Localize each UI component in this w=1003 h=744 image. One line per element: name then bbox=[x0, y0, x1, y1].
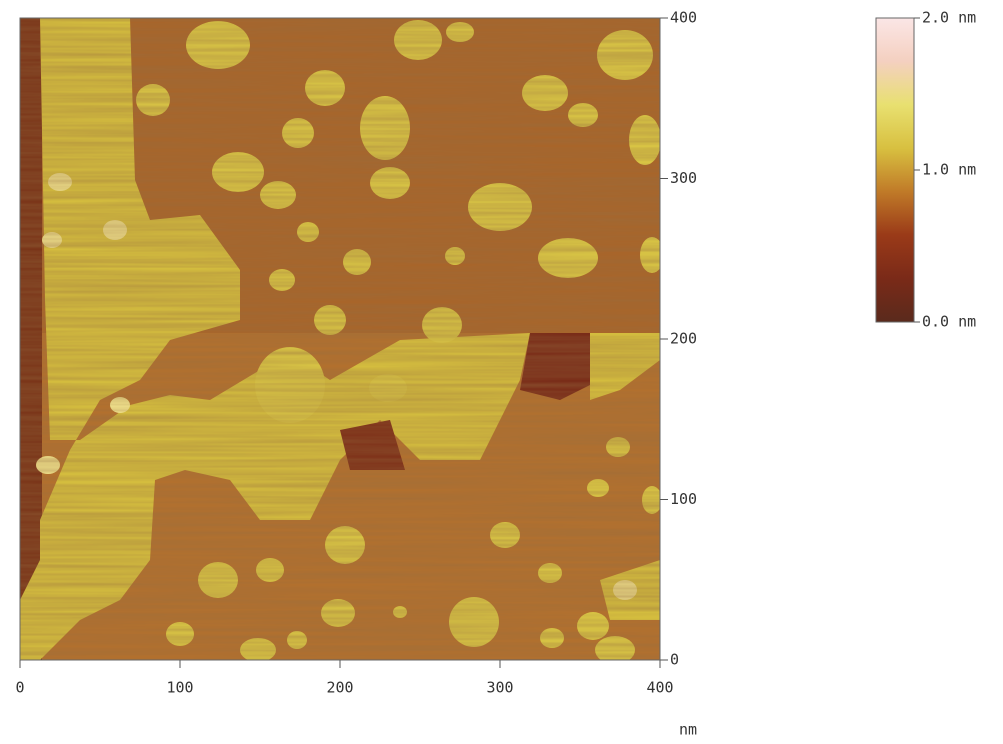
x-axis-label: nm bbox=[679, 721, 697, 739]
colorbar-tick-label: 0.0 nm bbox=[922, 313, 976, 331]
colorbar-tick-label: 2.0 nm bbox=[922, 9, 976, 27]
chart: nm 0 100 200 300 400 0 100 200 300 400 0.0 nm 1.0 n… bbox=[0, 0, 1003, 740]
y-tick-label: 400 bbox=[670, 9, 697, 27]
colorbar-tick-label: 1.0 nm bbox=[922, 161, 976, 179]
x-tick-label: 100 bbox=[166, 679, 193, 697]
x-tick-label: 0 bbox=[15, 679, 24, 697]
y-tick-label: 300 bbox=[670, 169, 697, 187]
colorbar bbox=[876, 18, 914, 322]
x-tick-label: 200 bbox=[326, 679, 353, 697]
y-tick-label: 0 bbox=[670, 651, 679, 669]
x-tick-label: 300 bbox=[486, 679, 513, 697]
y-tick-label: 200 bbox=[670, 330, 697, 348]
afm-image bbox=[20, 18, 664, 664]
y-tick-label: 100 bbox=[670, 490, 697, 508]
x-tick-label: 400 bbox=[646, 679, 673, 697]
